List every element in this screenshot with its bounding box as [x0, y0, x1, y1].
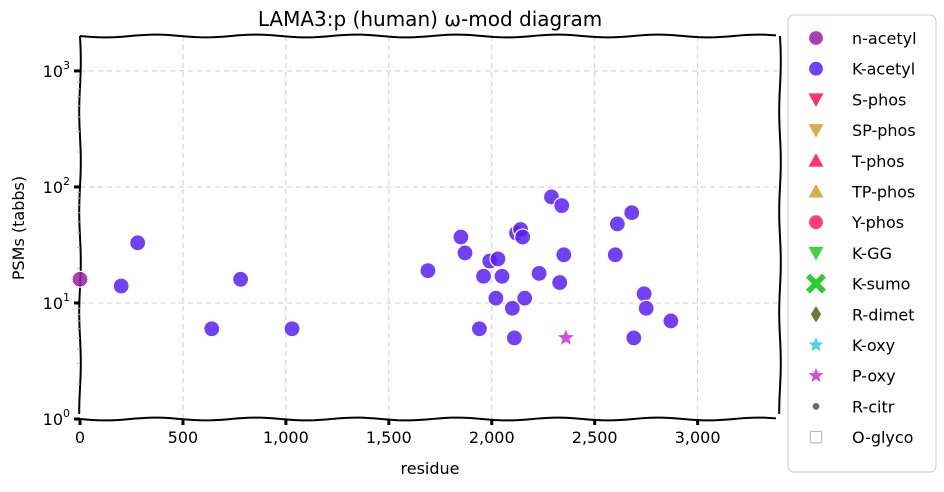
legend-marker-P-oxy [808, 367, 824, 383]
point-K-acetyl-28 [625, 329, 643, 347]
point-K-acetyl-8 [470, 320, 489, 338]
plot-frame-top [79, 33, 777, 39]
plot-frame-bottom [79, 416, 777, 422]
point-P-oxy-0 [557, 329, 574, 345]
legend-label-Y-phos: Y-phos [851, 213, 904, 232]
x-axis-label: residue [401, 459, 460, 478]
point-K-acetyl-22 [551, 273, 569, 292]
point-K-acetyl-3 [231, 270, 250, 288]
point-K-acetyl-20 [530, 264, 548, 282]
plot-area: 0 500 1,000 1,500 2,000 2,500 3,000 100 101 102 10… [43, 33, 782, 447]
legend-label-S-phos: S-phos [852, 90, 906, 109]
x-tick-label-4: 2,000 [469, 428, 515, 447]
point-K-acetyl-30 [637, 299, 655, 317]
legend-marker-K-sumo [805, 273, 827, 294]
legend-marker-K-oxy [808, 337, 824, 352]
y-tick-label-2: 102 [43, 175, 70, 197]
point-n-acetyl-0 [71, 270, 89, 288]
point-K-acetyl-27 [623, 204, 641, 222]
legend-marker-T-phos [808, 153, 824, 167]
x-tick-label-6: 3,000 [675, 428, 721, 447]
legend-marker-O-glyco [809, 430, 823, 444]
chart-title: LAMA3:p (human) ω-mod diagram [258, 7, 602, 31]
y-tick-label-1: 101 [43, 291, 70, 313]
point-K-acetyl-6 [452, 228, 470, 246]
legend-box [787, 14, 937, 473]
y-tick-label-0: 100 [43, 407, 70, 429]
point-K-acetyl-14 [503, 299, 521, 317]
legend-label-n-acetyl: n-acetyl [852, 29, 917, 48]
legend-label-K-sumo: K-sumo [852, 275, 910, 294]
legend-label-R-dimet: R-dimet [852, 305, 915, 324]
legend-marker-K-GG [808, 246, 824, 261]
point-K-acetyl-26 [608, 215, 626, 233]
point-K-acetyl-9 [474, 267, 493, 285]
x-tick-label-3: 1,500 [366, 428, 412, 447]
data-points [71, 188, 680, 347]
legend-marker-R-citr [812, 403, 820, 410]
x-tick-label-5: 2,500 [572, 428, 618, 447]
x-tick-label-2: 1,000 [263, 428, 309, 447]
legend-label-K-acetyl: K-acetyl [852, 60, 915, 79]
point-K-acetyl-7 [456, 244, 474, 262]
legend-marker-K-acetyl [807, 60, 825, 77]
legend: n-acetyl K-acetyl S-phos SP-phos T-phos TP-ph… [787, 14, 937, 473]
point-K-acetyl-31 [662, 312, 680, 330]
legend-label-K-GG: K-GG [852, 244, 892, 263]
point-K-acetyl-0 [112, 277, 130, 295]
point-K-acetyl-25 [606, 246, 624, 264]
legend-label-P-oxy: P-oxy [852, 367, 896, 386]
legend-marker-R-dimet [810, 306, 822, 323]
y-tick-label-3: 103 [43, 59, 70, 81]
y-axis-label: PSMs (tabbs) [9, 176, 28, 280]
legend-marker-S-phos [808, 93, 824, 107]
legend-label-K-oxy: K-oxy [852, 336, 895, 355]
point-K-acetyl-15 [505, 329, 524, 347]
legend-marker-Y-phos [807, 214, 825, 231]
point-K-acetyl-24 [555, 246, 573, 264]
plot-frame-left [78, 35, 82, 415]
legend-label-SP-phos: SP-phos [852, 121, 916, 140]
point-K-acetyl-1 [129, 234, 147, 252]
x-tick-label-1: 500 [168, 428, 199, 447]
point-K-acetyl-5 [419, 262, 437, 280]
x-tick-label-0: 0 [75, 428, 85, 447]
plot-frame-right [778, 35, 782, 415]
point-K-acetyl-18 [514, 228, 532, 246]
legend-label-R-citr: R-citr [852, 397, 895, 416]
legend-marker-TP-phos [808, 184, 824, 198]
legend-marker-n-acetyl [807, 29, 825, 47]
point-K-acetyl-12 [489, 250, 507, 268]
legend-label-TP-phos: TP-phos [851, 183, 915, 202]
point-K-acetyl-2 [203, 320, 221, 338]
point-K-acetyl-13 [493, 267, 511, 285]
point-K-acetyl-29 [635, 285, 653, 303]
point-K-acetyl-19 [516, 289, 534, 307]
legend-label-O-glyco: O-glyco [852, 428, 913, 447]
point-K-acetyl-4 [283, 320, 301, 338]
legend-label-T-phos: T-phos [851, 152, 905, 171]
point-K-acetyl-23 [553, 197, 571, 215]
point-K-acetyl-11 [487, 289, 505, 307]
legend-marker-SP-phos [808, 124, 824, 138]
